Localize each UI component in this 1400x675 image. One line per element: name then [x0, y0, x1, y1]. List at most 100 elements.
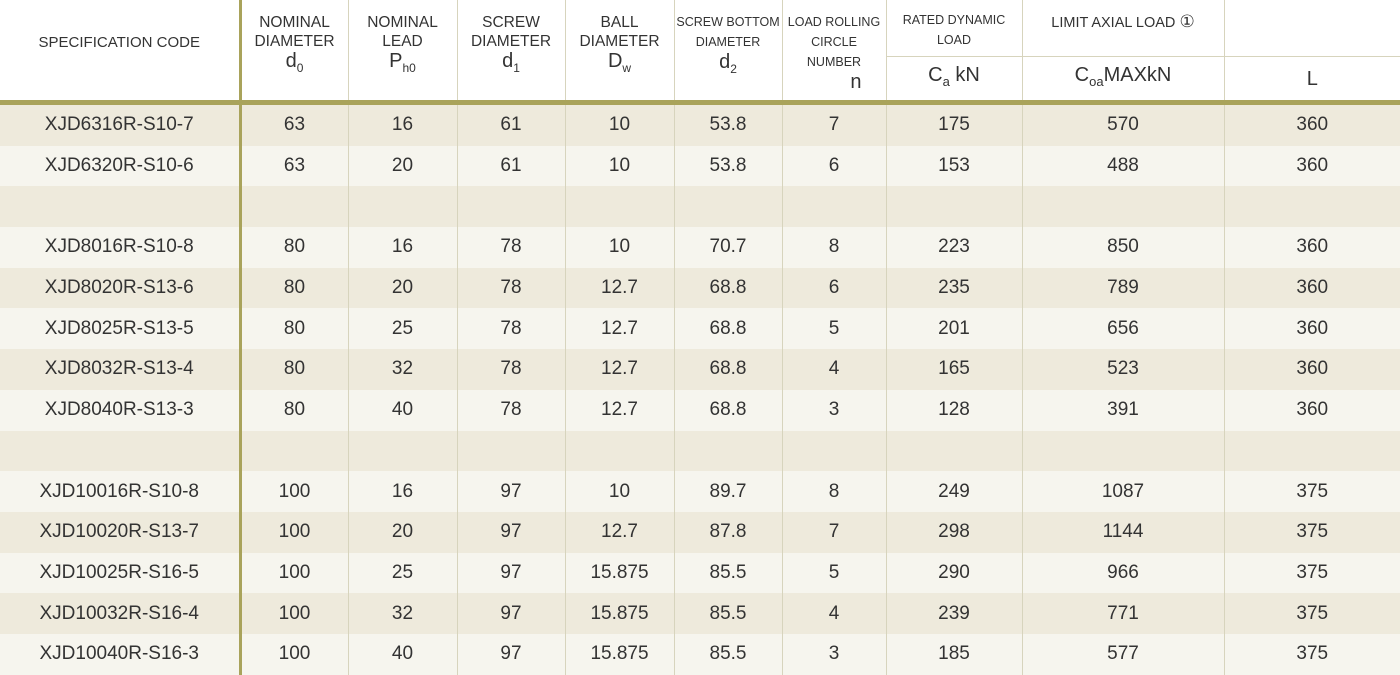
header-unit-l: L — [1224, 56, 1400, 103]
value-cell: 375 — [1224, 471, 1400, 512]
value-cell: 789 — [1022, 267, 1225, 309]
value-cell: 89.7 — [674, 471, 783, 512]
value-cell: 61 — [457, 145, 566, 187]
value-cell: 12.7 — [565, 389, 675, 431]
table-row: XJD8025R-S13-5 80 25 78 12.7 68.8 5 201 656 360 — [0, 308, 1400, 350]
value-cell: 577 — [1022, 633, 1225, 675]
value-cell: 1087 — [1022, 471, 1225, 512]
value-cell: 40 — [348, 389, 458, 431]
header-label: DIAMETER — [470, 33, 552, 50]
table-row: XJD10016R-S10-8 100 16 97 10 89.7 8 249 1087 375 — [0, 471, 1400, 512]
value-cell: 80 — [240, 267, 349, 309]
header-symbol: n — [850, 71, 862, 93]
value-cell: 185 — [886, 633, 1023, 675]
spec-code-cell: XJD8032R-S13-4 — [0, 349, 242, 390]
value-cell — [240, 430, 349, 472]
value-cell: 488 — [1022, 145, 1225, 187]
value-cell: 97 — [457, 593, 566, 634]
header-label: SCREW BOTTOM — [676, 15, 780, 29]
value-cell: 68.8 — [674, 267, 783, 309]
header-label: DIAMETER — [579, 33, 660, 50]
value-cell: 771 — [1022, 593, 1225, 634]
value-cell: 7 — [782, 102, 887, 146]
header-unit-coa: CoaMAXkN — [1022, 56, 1225, 103]
value-cell: 78 — [457, 308, 566, 350]
spec-code-cell: XJD10032R-S16-4 — [0, 593, 242, 634]
header-symbol-sub: 0 — [296, 61, 304, 75]
value-cell: 391 — [1022, 389, 1225, 431]
value-cell: 6 — [782, 267, 887, 309]
value-cell: 12.7 — [565, 267, 675, 309]
header-label: LOAD — [936, 33, 972, 47]
unit-symbol: C — [928, 64, 943, 86]
table-row: XJD8020R-S13-6 80 20 78 12.7 68.8 6 235 789 360 — [0, 267, 1400, 309]
header-screw-diameter: SCREW DIAMETER d1 — [457, 0, 566, 103]
table-row: XJD6320R-S10-6 63 20 61 10 53.8 6 153 488 360 — [0, 145, 1400, 187]
header-nominal-lead: NOMINAL LEAD Ph0 — [348, 0, 458, 103]
header-label: NOMINAL — [259, 14, 330, 31]
table-body: XJD6316R-S10-7 63 16 61 10 53.8 7 175 570 360 XJD6… — [0, 102, 1400, 675]
value-cell: 8 — [782, 471, 887, 512]
value-cell: 12.7 — [565, 349, 675, 390]
table-row: XJD10032R-S16-4 100 32 97 15.875 85.5 4 239 771 3… — [0, 593, 1400, 634]
value-cell: 63 — [240, 102, 349, 146]
value-cell: 15.875 — [565, 633, 675, 675]
spec-code-cell: XJD10040R-S16-3 — [0, 633, 242, 675]
value-cell: 53.8 — [674, 102, 783, 146]
value-cell — [886, 186, 1023, 228]
value-cell: 78 — [457, 227, 566, 268]
value-cell: 25 — [348, 552, 458, 594]
value-cell — [348, 186, 458, 228]
value-cell — [1224, 186, 1400, 228]
value-cell — [782, 430, 887, 472]
header-label: NOMINAL — [367, 14, 438, 31]
unit-sub: oa — [1089, 74, 1104, 89]
value-cell: 15.875 — [565, 593, 675, 634]
value-cell: 68.8 — [674, 308, 783, 350]
value-cell: 100 — [240, 511, 349, 553]
value-cell: 100 — [240, 471, 349, 512]
value-cell: 78 — [457, 267, 566, 309]
value-cell: 360 — [1224, 389, 1400, 431]
table-row: XJD10025R-S16-5 100 25 97 15.875 85.5 5 290 966 3… — [0, 552, 1400, 594]
header-spec-label: SPECIFICATION CODE — [38, 34, 200, 51]
value-cell: 360 — [1224, 145, 1400, 187]
value-cell: 78 — [457, 349, 566, 390]
value-cell: 10 — [565, 471, 675, 512]
spec-code-cell — [0, 186, 242, 228]
circled-one-icon: ① — [1179, 12, 1195, 31]
value-cell: 32 — [348, 593, 458, 634]
value-cell — [782, 186, 887, 228]
header-label: LOAD ROLLING — [787, 15, 881, 29]
value-cell: 360 — [1224, 227, 1400, 268]
value-cell: 5 — [782, 308, 887, 350]
value-cell: 360 — [1224, 308, 1400, 350]
table-row: XJD8016R-S10-8 80 16 78 10 70.7 8 223 850 360 — [0, 227, 1400, 268]
value-cell: 165 — [886, 349, 1023, 390]
value-cell: 6 — [782, 145, 887, 187]
header-rated-dynamic-load: RATED DYNAMIC LOAD — [886, 0, 1023, 57]
header-symbol-sub: h0 — [402, 61, 416, 75]
unit-symbol: C — [1074, 64, 1090, 86]
header-symbol: d — [502, 50, 514, 72]
value-cell: 53.8 — [674, 145, 783, 187]
value-cell: 85.5 — [674, 633, 783, 675]
header-symbol-sub: 2 — [730, 62, 737, 76]
header-label: CIRCLE NUMBER — [806, 35, 862, 69]
value-cell: 16 — [348, 227, 458, 268]
header-spec-code: SPECIFICATION CODE — [0, 0, 242, 103]
spec-code-cell: XJD10025R-S16-5 — [0, 552, 242, 594]
header-symbol: D — [607, 50, 623, 72]
header-nominal-diameter: NOMINAL DIAMETER d0 — [240, 0, 349, 103]
header-limit-axial-load: LIMIT AXIAL LOAD ① — [1022, 0, 1225, 57]
spec-code-cell: XJD10016R-S10-8 — [0, 471, 242, 512]
value-cell: 8 — [782, 227, 887, 268]
value-cell: 10 — [565, 227, 675, 268]
unit-rest: kN — [949, 64, 980, 86]
value-cell: 3 — [782, 389, 887, 431]
value-cell — [348, 430, 458, 472]
spec-code-cell: XJD8040R-S13-3 — [0, 389, 242, 431]
value-cell: 78 — [457, 389, 566, 431]
value-cell: 12.7 — [565, 308, 675, 350]
value-cell: 80 — [240, 389, 349, 431]
